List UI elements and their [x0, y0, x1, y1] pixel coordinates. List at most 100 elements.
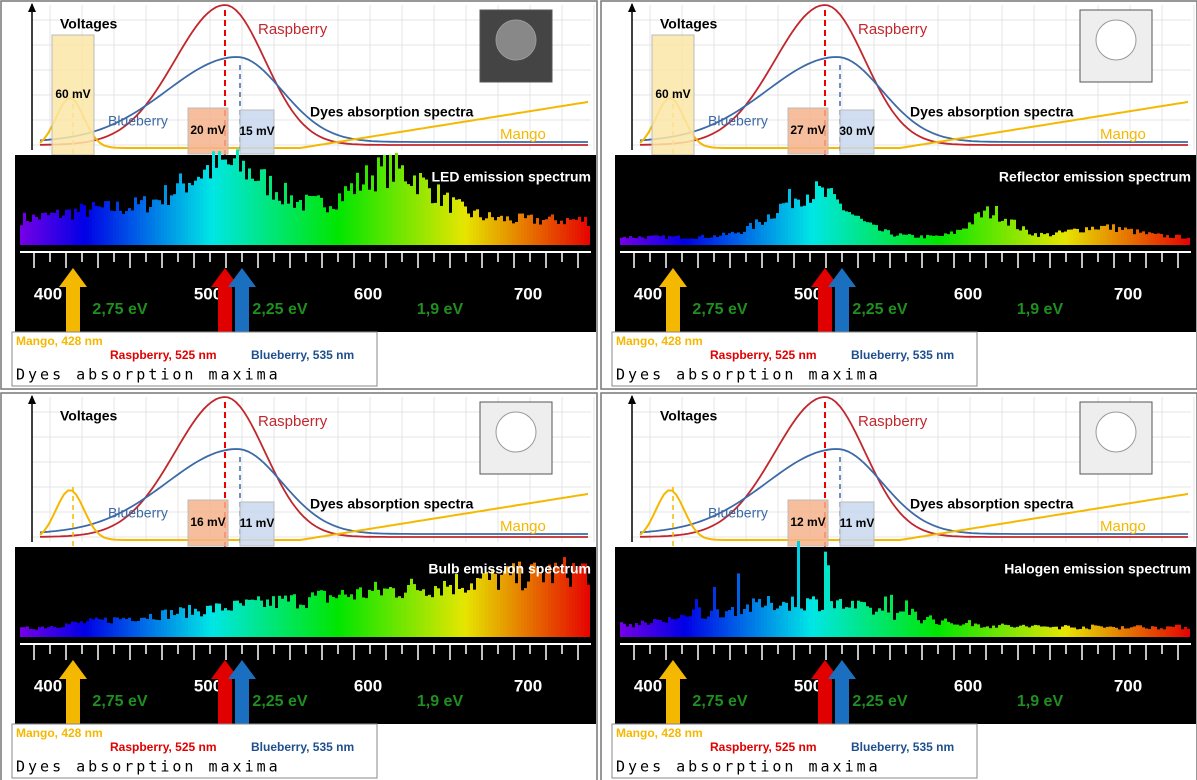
spectrum-bar — [137, 204, 140, 245]
voltage-value: 12 mV — [790, 515, 825, 529]
spectrum-bar — [677, 235, 680, 245]
spectrum-bar — [446, 192, 449, 245]
spectrum-bar — [476, 577, 479, 637]
spectrum-bar — [515, 583, 518, 637]
spectrum-bar — [1136, 625, 1139, 637]
spectrum-bar — [860, 601, 863, 637]
voltage-box — [839, 109, 875, 155]
scale-label: 400 — [634, 676, 662, 695]
spectrum-bar — [146, 212, 149, 245]
spectrum-bar — [1184, 238, 1187, 245]
spectrum-bar — [1145, 234, 1148, 245]
spectrum-bar — [1028, 627, 1031, 637]
spectrum-bar — [1166, 235, 1169, 245]
spectrum-bar — [803, 610, 806, 637]
spectrum-bar — [644, 238, 647, 245]
emission-label: Reflector emission spectrum — [999, 169, 1191, 185]
spectrum-bar — [782, 601, 785, 637]
spectrum-bar — [632, 237, 635, 245]
spectrum-bar — [173, 615, 176, 637]
spectrum-bar — [914, 237, 917, 245]
spectrum-bar — [245, 179, 248, 245]
spectrum-bar — [1178, 624, 1181, 637]
spectrum-bar — [1037, 236, 1040, 245]
spectrum-bar — [518, 213, 521, 245]
voltage-value: 60 mV — [655, 87, 690, 101]
spectrum-bar — [305, 194, 308, 245]
spectrum-bar — [32, 214, 35, 245]
spectrum-bar — [1100, 626, 1103, 637]
spectrum-bar — [986, 626, 989, 637]
spectrum-bar — [800, 608, 803, 637]
spectrum-bar — [1097, 625, 1100, 637]
spectrum-bar — [260, 600, 263, 637]
spectrum-bar — [1118, 629, 1121, 637]
spectrum-bar — [356, 589, 359, 637]
spectrum-bar — [251, 178, 254, 245]
spectrum-bar — [68, 624, 71, 637]
spectrum-bar — [305, 608, 308, 637]
spectrum-bar — [551, 583, 554, 637]
spectrum-bar — [869, 222, 872, 245]
spectrum-bar — [398, 596, 401, 637]
mango-maximum: Mango, 428 nm — [16, 726, 103, 740]
spectrum-bar — [1046, 233, 1049, 245]
spectrum-bar — [743, 231, 746, 245]
scale-label: 500 — [194, 676, 222, 695]
spectrum-bar — [1112, 224, 1115, 245]
spectrum-bar — [152, 619, 155, 637]
spectrum-bar — [281, 204, 284, 245]
lamp-bulb — [495, 19, 537, 61]
spectrum-bar — [545, 572, 548, 637]
spectrum-bar — [887, 230, 890, 245]
spectrum-bar — [1088, 230, 1091, 245]
maxima-title: Dyes absorption maxima — [616, 366, 881, 384]
spectrum-bar — [521, 213, 524, 245]
spectrum-bar — [761, 607, 764, 637]
spectrum-bar — [536, 218, 539, 245]
spectrum-bar — [923, 620, 926, 637]
spectrum-bar — [1046, 626, 1049, 637]
spectrum-bar — [239, 603, 242, 637]
spectrum-bar — [428, 188, 431, 245]
spectrum-bar — [1136, 229, 1139, 245]
spectrum-bar — [665, 238, 668, 245]
spectrum-bar — [467, 590, 470, 637]
mango-label: Mango — [1100, 126, 1146, 143]
spectrum-bar — [1148, 629, 1151, 637]
spectrum-bar — [884, 596, 887, 637]
spectrum-bar — [749, 222, 752, 245]
energy-label: 2,75 eV — [92, 301, 147, 318]
spectrum-bar — [992, 625, 995, 637]
spectrum-bar — [1187, 628, 1190, 637]
spectrum-bar — [344, 186, 347, 245]
spectrum-bar — [491, 568, 494, 637]
spectrum-bar — [470, 583, 473, 637]
spectrum-bar — [116, 617, 119, 637]
spectrum-bar — [875, 225, 878, 245]
spectrum-bar — [830, 601, 833, 637]
spectrum-bar — [866, 222, 869, 245]
raspberry-label: Raspberry — [258, 21, 328, 38]
spectrum-bar — [437, 588, 440, 637]
spectrum-bar — [908, 614, 911, 637]
spectrum-bar — [872, 224, 875, 245]
spectrum-bar — [446, 586, 449, 637]
spectrum-bar — [647, 235, 650, 245]
spectrum-bar — [1016, 626, 1019, 637]
spectrum-bar — [701, 234, 704, 245]
spectrum-bar — [950, 231, 953, 245]
spectrum-bar — [458, 589, 461, 637]
spectrum-bar — [521, 590, 524, 637]
raspberry-maximum: Raspberry, 525 nm — [710, 348, 817, 362]
spectrum-bar — [23, 212, 26, 245]
raspberry-curve — [39, 396, 588, 538]
spectrum-bar — [455, 574, 458, 637]
spectrum-bar — [983, 210, 986, 245]
spectrum-bar — [1172, 238, 1175, 245]
spectrum-bar — [134, 621, 137, 637]
spectrum-bar — [560, 569, 563, 637]
spectrum-bar — [224, 608, 227, 637]
spectrum-bar — [773, 610, 776, 637]
voltage-box — [239, 501, 275, 547]
